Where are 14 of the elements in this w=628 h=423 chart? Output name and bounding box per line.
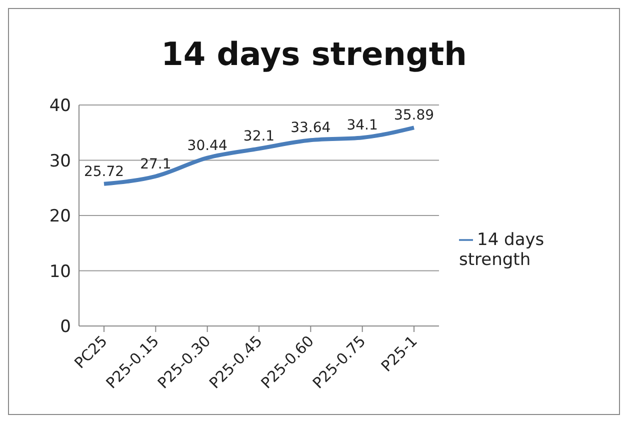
y-tick-label: 10	[49, 262, 71, 282]
y-tick-label: 0	[60, 317, 71, 338]
y-tick-label: 40	[49, 96, 71, 116]
data-label: 25.72	[84, 164, 124, 180]
y-tick-label: 30	[49, 151, 71, 172]
data-label: 34.1	[346, 118, 378, 134]
data-label: 33.64	[290, 120, 331, 136]
legend-label: 14 days strength	[459, 230, 544, 270]
data-label: 30.44	[187, 138, 228, 154]
chart-title: 14 days strength	[160, 34, 468, 75]
y-tick-label: 20	[49, 206, 71, 227]
data-label: 32.1	[243, 128, 275, 145]
data-label: 27.1	[140, 156, 172, 172]
data-label: 35.89	[394, 108, 434, 124]
